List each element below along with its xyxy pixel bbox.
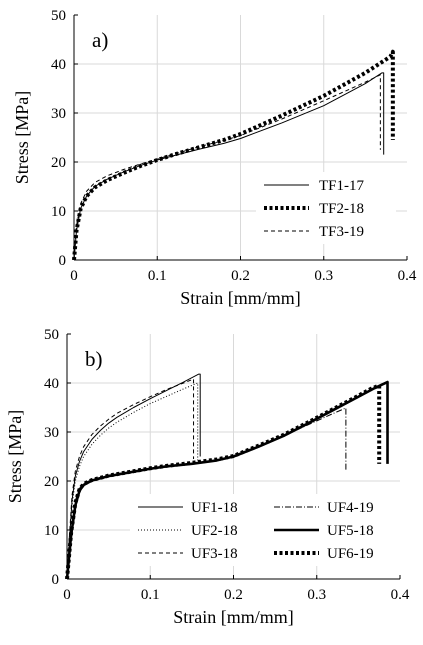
legend-label: UF4-19 [327,500,374,516]
chart-panel-b: 0 0.1 0.2 0.3 0.4 0 10 20 30 40 50 Strain [mm/mm] St… [5,327,410,627]
y-tick-label: 10 [51,204,66,220]
x-tick-label: 0.2 [224,587,243,603]
y-tick-label: 20 [44,474,59,490]
x-tick-label: 0.3 [314,268,333,284]
panel-label: b) [85,347,103,371]
x-tick-label: 0.4 [391,587,410,603]
series-line-tf1-17 [73,72,385,261]
legend-label: UF5-18 [327,523,374,539]
y-tick-label: 0 [59,253,67,269]
y-axis-title: Stress [MPa] [5,410,25,504]
legend-label: UF1-18 [191,500,238,516]
x-tick-label: 0.1 [141,587,160,603]
y-tick-label: 40 [51,57,66,73]
y-tick-label: 40 [44,376,59,392]
series-line-uf4-19 [66,407,347,580]
x-tick-label: 0.2 [231,268,250,284]
legend-label: TF3-19 [319,224,364,240]
panel-label: a) [92,28,108,52]
legend-label: UF6-19 [327,546,374,562]
series-line-uf1-18 [66,373,201,580]
legend-label: TF2-18 [319,201,364,217]
series-line-uf3-18 [66,378,195,580]
legend-label: TF1-17 [319,178,365,194]
legend-label: UF3-18 [191,546,238,562]
x-tick-label: 0.1 [148,268,167,284]
y-tick-label: 0 [52,572,60,588]
x-tick-label: 0 [63,587,71,603]
y-axis-title: Stress [MPa] [12,91,32,185]
x-axis-title: Strain [mm/mm] [180,288,301,308]
y-tick-label: 20 [51,155,66,171]
y-tick-label: 10 [44,523,59,539]
x-tick-label: 0 [70,268,78,284]
y-tick-label: 50 [51,8,66,24]
legend-label: UF2-18 [191,523,238,539]
y-tick-label: 50 [44,327,59,343]
x-tick-label: 0.4 [398,268,417,284]
series-line-uf6-19 [65,383,382,580]
x-tick-label: 0.3 [307,587,326,603]
series-line-uf2-18 [66,382,199,580]
legend-background [256,172,396,244]
x-axis-title: Strain [mm/mm] [173,607,294,627]
series-line-uf5-18 [65,380,389,580]
legend-background [130,494,402,566]
chart-panel-a: 0 0.1 0.2 0.3 0.4 0 10 20 30 40 50 Strain [mm/mm] St… [12,8,417,308]
y-tick-label: 30 [51,106,66,122]
legend: UF1-18 UF2-18 UF3-18 UF4-19 UF5-18 UF6-19 [130,494,402,566]
legend: TF1-17 TF2-18 TF3-19 [256,172,396,244]
y-tick-label: 30 [44,425,59,441]
